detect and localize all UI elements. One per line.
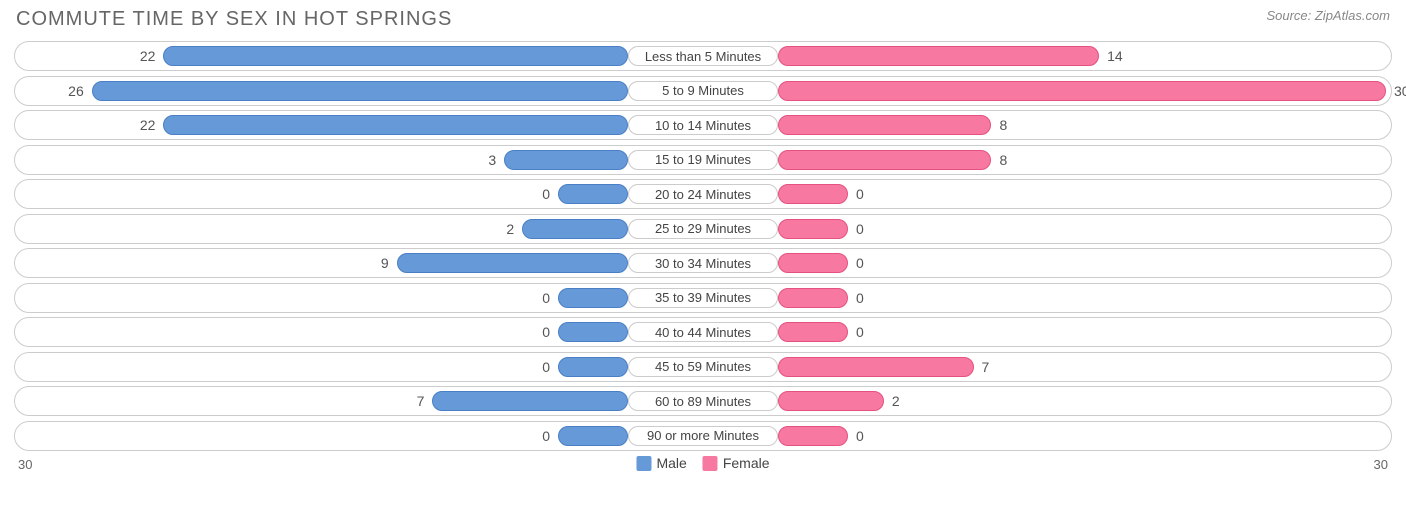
chart-row: 0 0 90 or more Minutes — [14, 421, 1392, 451]
value-male: 0 — [542, 180, 550, 208]
row-category-label: 5 to 9 Minutes — [628, 81, 778, 101]
chart-row: 22 8 10 to 14 Minutes — [14, 110, 1392, 140]
row-category-label: 90 or more Minutes — [628, 426, 778, 446]
chart-title: COMMUTE TIME BY SEX IN HOT SPRINGS — [16, 8, 452, 31]
chart-row: 0 0 40 to 44 Minutes — [14, 317, 1392, 347]
value-male: 26 — [68, 77, 84, 105]
legend-label-female: Female — [723, 455, 770, 471]
value-male: 0 — [542, 284, 550, 312]
chart-row: 9 0 30 to 34 Minutes — [14, 248, 1392, 278]
chart-source: Source: ZipAtlas.com — [1266, 8, 1390, 23]
value-male: 9 — [381, 249, 389, 277]
bar-female — [778, 357, 974, 377]
value-male: 3 — [488, 146, 496, 174]
bar-male — [397, 253, 628, 273]
bar-female — [778, 219, 848, 239]
bar-female — [778, 322, 848, 342]
bar-male — [558, 288, 628, 308]
bar-male — [558, 426, 628, 446]
value-female: 7 — [982, 353, 990, 381]
bar-female — [778, 426, 848, 446]
bar-female — [778, 81, 1386, 101]
row-category-label: 10 to 14 Minutes — [628, 115, 778, 135]
bar-female — [778, 391, 884, 411]
value-male: 0 — [542, 422, 550, 450]
bar-male — [432, 391, 628, 411]
value-female: 30 — [1394, 77, 1406, 105]
row-category-label: 40 to 44 Minutes — [628, 322, 778, 342]
chart-footer: 30 Male Female 30 — [10, 455, 1396, 483]
value-male: 22 — [140, 111, 156, 139]
chart-row: 7 2 60 to 89 Minutes — [14, 386, 1392, 416]
value-male: 0 — [542, 318, 550, 346]
chart-row: 0 0 35 to 39 Minutes — [14, 283, 1392, 313]
value-male: 2 — [506, 215, 514, 243]
bar-male — [92, 81, 628, 101]
row-category-label: 35 to 39 Minutes — [628, 288, 778, 308]
legend-label-male: Male — [656, 455, 686, 471]
value-female: 0 — [856, 180, 864, 208]
legend-swatch-female — [703, 456, 718, 471]
value-female: 0 — [856, 284, 864, 312]
value-male: 0 — [542, 353, 550, 381]
bar-female — [778, 253, 848, 273]
bar-male — [558, 322, 628, 342]
chart-row: 0 0 20 to 24 Minutes — [14, 179, 1392, 209]
value-male: 22 — [140, 42, 156, 70]
bar-male — [163, 115, 628, 135]
row-category-label: 60 to 89 Minutes — [628, 391, 778, 411]
bar-female — [778, 46, 1099, 66]
axis-max-right: 30 — [1374, 457, 1388, 472]
bar-male — [163, 46, 628, 66]
bar-female — [778, 288, 848, 308]
row-category-label: Less than 5 Minutes — [628, 46, 778, 66]
chart-row: 3 8 15 to 19 Minutes — [14, 145, 1392, 175]
row-category-label: 20 to 24 Minutes — [628, 184, 778, 204]
legend-swatch-male — [636, 456, 651, 471]
bar-male — [558, 357, 628, 377]
chart-row: 0 7 45 to 59 Minutes — [14, 352, 1392, 382]
row-category-label: 45 to 59 Minutes — [628, 357, 778, 377]
chart-rows: 2214Less than 5 Minutes26305 to 9 Minute… — [10, 41, 1396, 451]
chart-row: 2 0 25 to 29 Minutes — [14, 214, 1392, 244]
legend-item-male: Male — [636, 455, 686, 471]
bar-male — [504, 150, 628, 170]
value-female: 14 — [1107, 42, 1123, 70]
value-female: 8 — [999, 111, 1007, 139]
bar-female — [778, 115, 991, 135]
chart-header: COMMUTE TIME BY SEX IN HOT SPRINGS Sourc… — [10, 8, 1396, 31]
axis-max-left: 30 — [18, 457, 32, 472]
commute-chart: COMMUTE TIME BY SEX IN HOT SPRINGS Sourc… — [0, 0, 1406, 522]
value-female: 0 — [856, 249, 864, 277]
bar-male — [522, 219, 628, 239]
value-male: 7 — [417, 387, 425, 415]
bar-female — [778, 184, 848, 204]
value-female: 8 — [999, 146, 1007, 174]
bar-female — [778, 150, 991, 170]
value-female: 0 — [856, 215, 864, 243]
row-category-label: 15 to 19 Minutes — [628, 150, 778, 170]
row-category-label: 30 to 34 Minutes — [628, 253, 778, 273]
bar-male — [558, 184, 628, 204]
legend: Male Female — [636, 455, 769, 471]
legend-item-female: Female — [703, 455, 770, 471]
value-female: 0 — [856, 318, 864, 346]
row-category-label: 25 to 29 Minutes — [628, 219, 778, 239]
value-female: 0 — [856, 422, 864, 450]
value-female: 2 — [892, 387, 900, 415]
chart-row: 26305 to 9 Minutes — [14, 76, 1392, 106]
chart-row: 22 14 Less than 5 Minutes — [14, 41, 1392, 71]
